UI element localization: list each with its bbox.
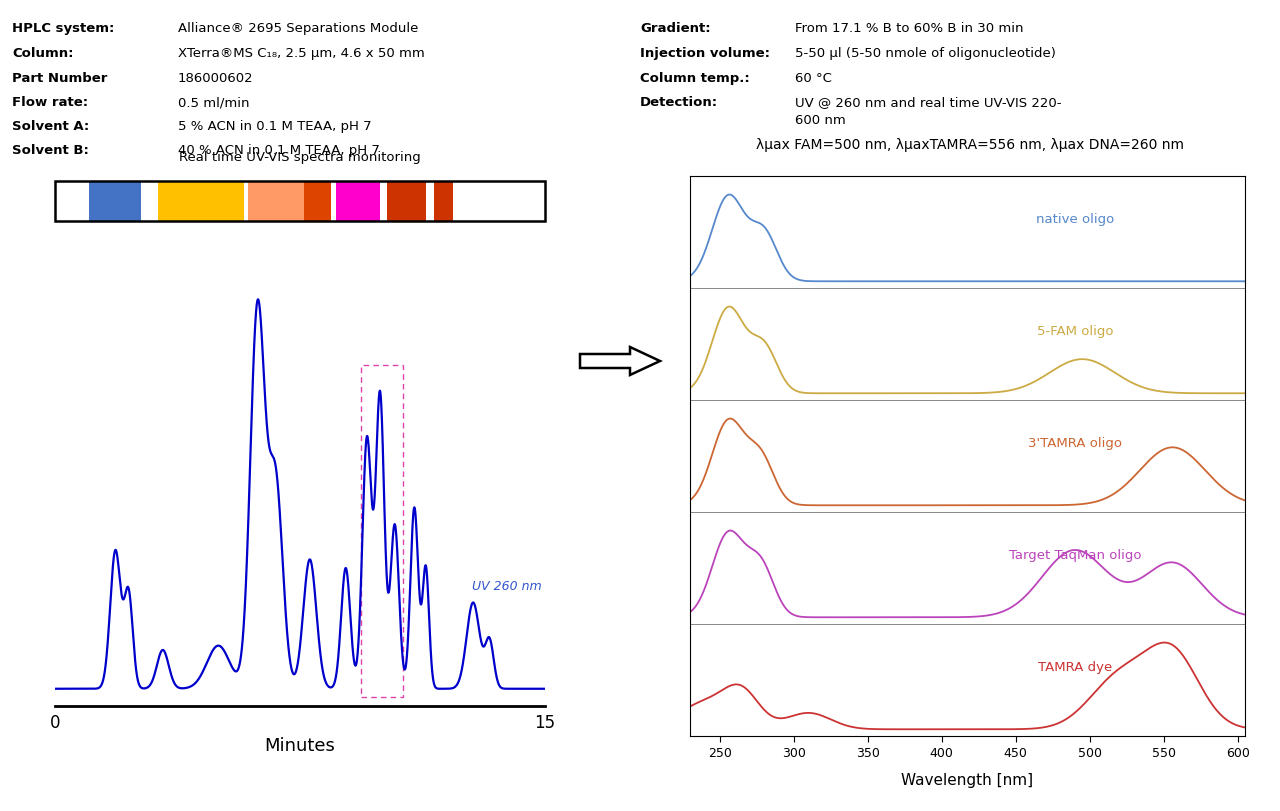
Bar	[157, 182, 243, 221]
Text: 0.5 ml/min: 0.5 ml/min	[178, 96, 250, 109]
Text: From 17.1 % B to 60% B in 30 min: From 17.1 % B to 60% B in 30 min	[795, 22, 1024, 35]
Bar	[55, 182, 90, 221]
Text: Flow rate:: Flow rate:	[12, 96, 88, 109]
Bar	[361, 366, 403, 697]
Text: Gradient:: Gradient:	[640, 22, 710, 35]
Bar	[335, 182, 380, 221]
Text: 5-FAM oligo: 5-FAM oligo	[1037, 324, 1114, 337]
Bar	[55, 182, 545, 221]
Text: 40 % ACN in 0.1 M TEAA, pH 7: 40 % ACN in 0.1 M TEAA, pH 7	[178, 144, 380, 157]
Bar	[380, 182, 388, 221]
Text: Alliance® 2695 Separations Module: Alliance® 2695 Separations Module	[178, 22, 419, 35]
Text: λμax FAM=500 nm, λμaxTAMRA=556 nm, λμax DNA=260 nm: λμax FAM=500 nm, λμaxTAMRA=556 nm, λμax …	[756, 138, 1184, 152]
Bar	[388, 182, 426, 221]
Bar	[90, 182, 141, 221]
Bar	[247, 182, 303, 221]
Text: 60 °C: 60 °C	[795, 72, 832, 85]
Text: 600 nm: 600 nm	[795, 114, 846, 127]
Bar	[453, 182, 494, 221]
Text: native oligo: native oligo	[1036, 212, 1114, 225]
Text: 5 % ACN in 0.1 M TEAA, pH 7: 5 % ACN in 0.1 M TEAA, pH 7	[178, 120, 371, 133]
X-axis label: Minutes: Minutes	[265, 736, 335, 754]
Text: Part Number: Part Number	[12, 72, 108, 85]
Text: HPLC system:: HPLC system:	[12, 22, 114, 35]
Polygon shape	[580, 348, 660, 375]
Text: Column:: Column:	[12, 47, 73, 60]
Bar	[426, 182, 434, 221]
Text: Detection:: Detection:	[640, 96, 718, 109]
Text: UV @ 260 nm and real time UV-VIS 220-: UV @ 260 nm and real time UV-VIS 220-	[795, 96, 1061, 109]
Text: Solvent B:: Solvent B:	[12, 144, 88, 157]
Bar	[243, 182, 247, 221]
Text: 186000602: 186000602	[178, 72, 253, 85]
Bar	[141, 182, 157, 221]
Bar	[434, 182, 453, 221]
Text: UV 260 nm: UV 260 nm	[472, 579, 541, 592]
Text: Target TaqMan oligo: Target TaqMan oligo	[1009, 548, 1140, 561]
Text: Column temp.:: Column temp.:	[640, 72, 750, 85]
Text: Solvent A:: Solvent A:	[12, 120, 90, 133]
Bar	[303, 182, 330, 221]
Text: Real time UV-VIS spectra monitoring: Real time UV-VIS spectra monitoring	[179, 151, 421, 164]
Text: Wavelength [nm]: Wavelength [nm]	[901, 772, 1033, 787]
Text: TAMRA dye: TAMRA dye	[1038, 660, 1112, 673]
Text: Injection volume:: Injection volume:	[640, 47, 771, 60]
Bar	[330, 182, 335, 221]
Text: 5-50 μl (5-50 nmole of oligonucleotide): 5-50 μl (5-50 nmole of oligonucleotide)	[795, 47, 1056, 60]
Text: XTerra®MS C₁₈, 2.5 μm, 4.6 x 50 mm: XTerra®MS C₁₈, 2.5 μm, 4.6 x 50 mm	[178, 47, 425, 60]
Text: 3'TAMRA oligo: 3'TAMRA oligo	[1028, 436, 1121, 449]
